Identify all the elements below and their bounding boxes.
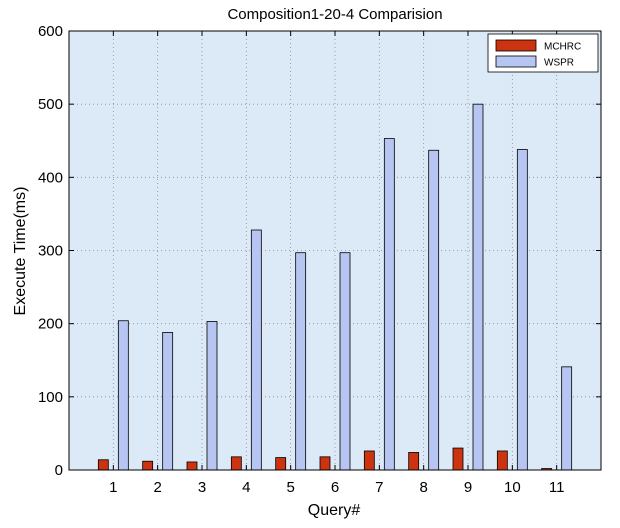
legend-label-mchrc: MCHRC	[544, 42, 581, 53]
bar-wspr-4	[250, 229, 262, 471]
y-tick-label: 300	[38, 243, 63, 260]
plot-area: 0 100 200 300 400 500 600 1 2 3 4 5 6 7 8 9 10 11 MCHRC WSP…	[38, 23, 602, 496]
bar-mchrc-6	[319, 456, 331, 471]
chart-title: Composition1-20-4 Comparision	[227, 6, 442, 23]
x-tick-label: 9	[464, 479, 472, 496]
legend-swatch-wspr	[495, 55, 537, 68]
x-tick-label: 3	[198, 479, 206, 496]
x-tick-label: 2	[153, 479, 161, 496]
x-tick-label: 8	[419, 479, 427, 496]
legend-swatch-mchrc	[495, 39, 537, 52]
bar-wspr-2	[162, 332, 174, 471]
x-tick-label: 10	[504, 479, 521, 496]
bar-wspr-3	[206, 321, 218, 471]
y-tick-label: 400	[38, 169, 63, 186]
bar-wspr-9	[472, 103, 484, 471]
bar-wspr-7	[383, 138, 395, 471]
bar-mchrc-2	[142, 460, 154, 471]
bar-mchrc-1	[97, 459, 109, 471]
x-tick-label: 11	[549, 479, 565, 496]
y-tick-label: 0	[55, 462, 63, 479]
bar-mchrc-9	[452, 447, 464, 471]
bar-mchrc-10	[496, 450, 508, 471]
bar-mchrc-3	[186, 461, 198, 471]
y-axis-label: Execute Time(ms)	[12, 187, 29, 316]
bar-wspr-5	[295, 252, 307, 471]
x-tick-label: 1	[109, 479, 117, 496]
bar-wspr-8	[428, 149, 440, 471]
x-tick-label: 5	[286, 479, 294, 496]
legend: MCHRC WSPR	[487, 33, 599, 73]
bar-wspr-1	[117, 320, 129, 471]
x-tick-label: 4	[242, 479, 250, 496]
x-axis-label: Query#	[308, 502, 361, 519]
bar-wspr-10	[516, 149, 528, 471]
y-tick-label: 200	[38, 316, 63, 333]
legend-label-wspr: WSPR	[544, 58, 574, 69]
bar-wspr-11	[561, 366, 573, 471]
bar-mchrc-5	[275, 457, 287, 471]
x-tick-label: 6	[331, 479, 339, 496]
y-tick-label: 100	[38, 389, 63, 406]
y-tick-label: 600	[38, 23, 63, 40]
bar-mchrc-8	[408, 452, 420, 471]
bar-mchrc-4	[230, 456, 242, 471]
bar-mchrc-7	[363, 450, 375, 471]
bar-wspr-6	[339, 252, 351, 471]
x-tick-label: 7	[375, 479, 383, 496]
y-tick-label: 500	[38, 96, 63, 113]
